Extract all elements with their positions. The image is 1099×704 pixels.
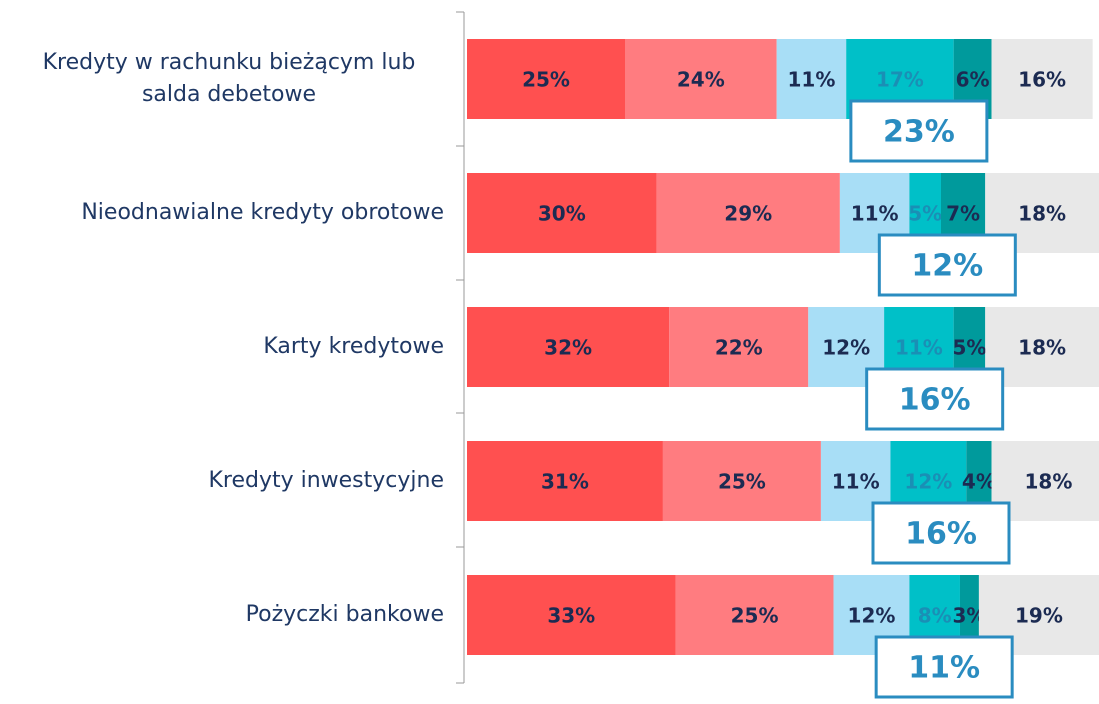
- bar-segment: [991, 39, 1093, 119]
- bar-segment: [959, 575, 979, 655]
- value-label: 19%: [1015, 604, 1063, 628]
- value-label: 7%: [946, 202, 980, 226]
- bar-segment: [467, 575, 676, 655]
- bar-segment: [467, 307, 670, 387]
- value-label: 22%: [715, 336, 763, 360]
- value-label: 30%: [538, 202, 586, 226]
- total-box: [874, 635, 1014, 699]
- value-label: 24%: [677, 68, 725, 92]
- value-label: 25%: [731, 604, 779, 628]
- total-label: 12%: [911, 249, 983, 284]
- value-label: 32%: [544, 336, 592, 360]
- value-label: 31%: [541, 470, 589, 494]
- bar-segment: [985, 307, 1099, 387]
- value-label: 25%: [522, 68, 570, 92]
- value-label: 8%: [918, 604, 952, 628]
- bar-segment: [675, 575, 834, 655]
- total-label: 16%: [899, 383, 971, 418]
- value-label: 12%: [822, 336, 870, 360]
- value-label: 18%: [1018, 202, 1066, 226]
- value-label: 11%: [851, 202, 899, 226]
- bar-segment: [656, 173, 840, 253]
- value-label: 11%: [788, 68, 836, 92]
- value-label: 12%: [904, 470, 952, 494]
- bar-segment: [467, 173, 657, 253]
- bar-segment: [625, 39, 777, 119]
- value-label: 6%: [956, 68, 990, 92]
- category-label: Kredyty inwestycyjne: [14, 465, 444, 497]
- category-label-text: Pożyczki bankowe: [245, 602, 444, 627]
- value-label: 18%: [1025, 470, 1073, 494]
- total-label: 16%: [905, 517, 977, 552]
- category-label: Pożyczki bankowe: [14, 599, 444, 631]
- total-label: 23%: [883, 115, 955, 150]
- value-label: 17%: [876, 68, 924, 92]
- value-label: 4%: [962, 470, 996, 494]
- value-label: 25%: [718, 470, 766, 494]
- bar-segment: [467, 441, 663, 521]
- total-box: [871, 501, 1011, 565]
- bar-segment: [662, 441, 821, 521]
- category-label-text: Karty kredytowe: [263, 334, 444, 359]
- value-label: 5%: [908, 202, 942, 226]
- total-box: [849, 99, 989, 163]
- value-label: 5%: [952, 336, 986, 360]
- value-label: 12%: [848, 604, 896, 628]
- category-label: Nieodnawialne kredyty obrotowe: [14, 197, 444, 229]
- total-box: [865, 367, 1005, 431]
- total-box: [877, 233, 1017, 297]
- category-label-text: Kredyty w rachunku bieżącym lub salda de…: [42, 50, 416, 107]
- value-label: 33%: [547, 604, 595, 628]
- category-label-text: Nieodnawialne kredyty obrotowe: [81, 200, 444, 225]
- value-label: 11%: [895, 336, 943, 360]
- value-label: 29%: [724, 202, 772, 226]
- bar-segment: [669, 307, 809, 387]
- axis: [456, 11, 465, 684]
- value-label: 11%: [832, 470, 880, 494]
- total-label: 11%: [908, 651, 980, 686]
- value-label: 18%: [1018, 336, 1066, 360]
- value-label: 16%: [1018, 68, 1066, 92]
- category-label-text: Kredyty inwestycyjne: [208, 468, 444, 493]
- bar-segment: [776, 39, 847, 119]
- category-label: Kredyty w rachunku bieżącym lub salda de…: [14, 47, 444, 111]
- bar-segment: [467, 39, 625, 119]
- category-label: Karty kredytowe: [14, 331, 444, 363]
